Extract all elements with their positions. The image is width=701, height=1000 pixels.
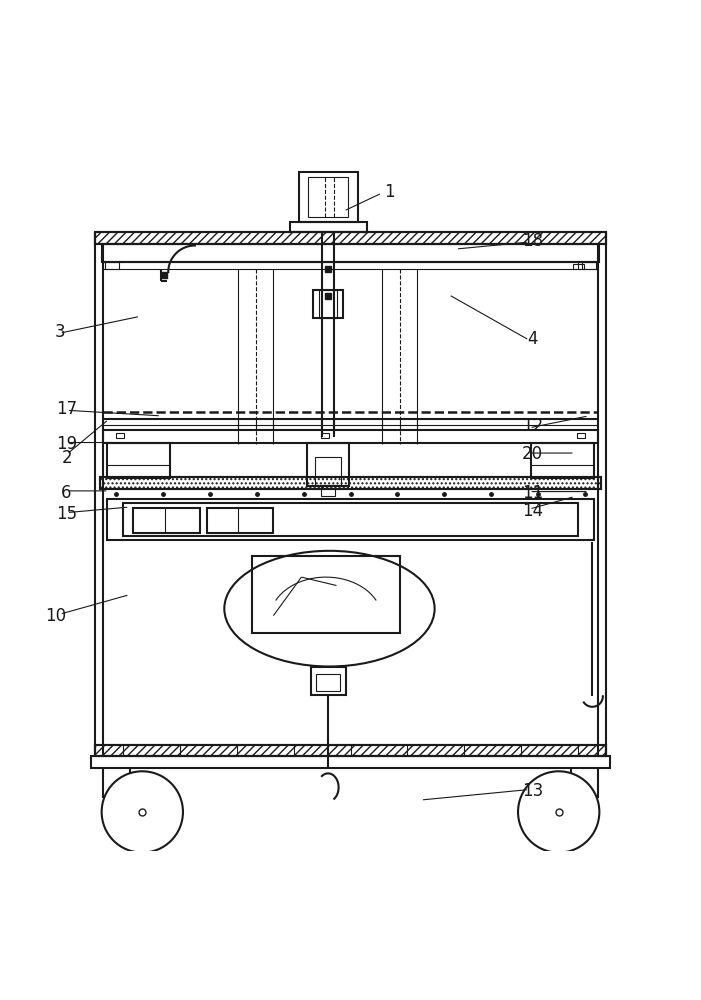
Bar bbox=[95, 745, 606, 756]
Text: 19: 19 bbox=[56, 435, 77, 453]
Bar bbox=[531, 443, 594, 478]
Bar bbox=[100, 477, 601, 489]
Text: 6: 6 bbox=[62, 484, 72, 502]
Bar bbox=[573, 264, 584, 269]
Text: 4: 4 bbox=[528, 330, 538, 348]
Bar bbox=[105, 262, 119, 269]
Bar bbox=[252, 556, 400, 633]
Bar bbox=[319, 290, 337, 318]
Bar bbox=[133, 508, 200, 533]
Bar bbox=[95, 232, 606, 244]
Text: 14: 14 bbox=[522, 502, 543, 520]
Bar bbox=[321, 433, 329, 438]
Text: 13: 13 bbox=[522, 782, 543, 800]
Bar bbox=[116, 433, 124, 438]
Bar bbox=[313, 290, 343, 318]
Bar bbox=[107, 499, 594, 540]
Bar bbox=[123, 503, 578, 536]
Text: 20: 20 bbox=[522, 445, 543, 463]
Text: 3: 3 bbox=[54, 323, 65, 341]
Bar bbox=[100, 477, 601, 489]
Text: 17: 17 bbox=[56, 400, 77, 418]
Bar bbox=[91, 756, 610, 768]
Circle shape bbox=[518, 771, 599, 853]
Bar bbox=[290, 222, 367, 232]
Text: 1: 1 bbox=[383, 183, 395, 201]
Text: 15: 15 bbox=[56, 505, 77, 523]
Bar bbox=[321, 486, 335, 496]
Bar bbox=[95, 745, 606, 756]
Bar bbox=[207, 508, 273, 533]
Bar bbox=[316, 674, 340, 691]
Bar bbox=[299, 172, 358, 222]
Text: 11: 11 bbox=[522, 484, 543, 502]
Text: 18: 18 bbox=[522, 232, 543, 250]
Text: 12: 12 bbox=[522, 417, 543, 435]
Bar bbox=[307, 443, 349, 486]
Bar bbox=[107, 443, 170, 478]
Bar bbox=[95, 232, 606, 244]
Bar bbox=[311, 667, 346, 695]
Circle shape bbox=[102, 771, 183, 853]
Text: 10: 10 bbox=[46, 607, 67, 625]
Bar bbox=[315, 457, 341, 485]
Text: 2: 2 bbox=[61, 449, 72, 467]
Bar bbox=[582, 262, 596, 269]
Bar bbox=[103, 430, 598, 443]
Bar bbox=[577, 433, 585, 438]
Bar bbox=[102, 244, 599, 262]
Bar bbox=[308, 177, 348, 217]
